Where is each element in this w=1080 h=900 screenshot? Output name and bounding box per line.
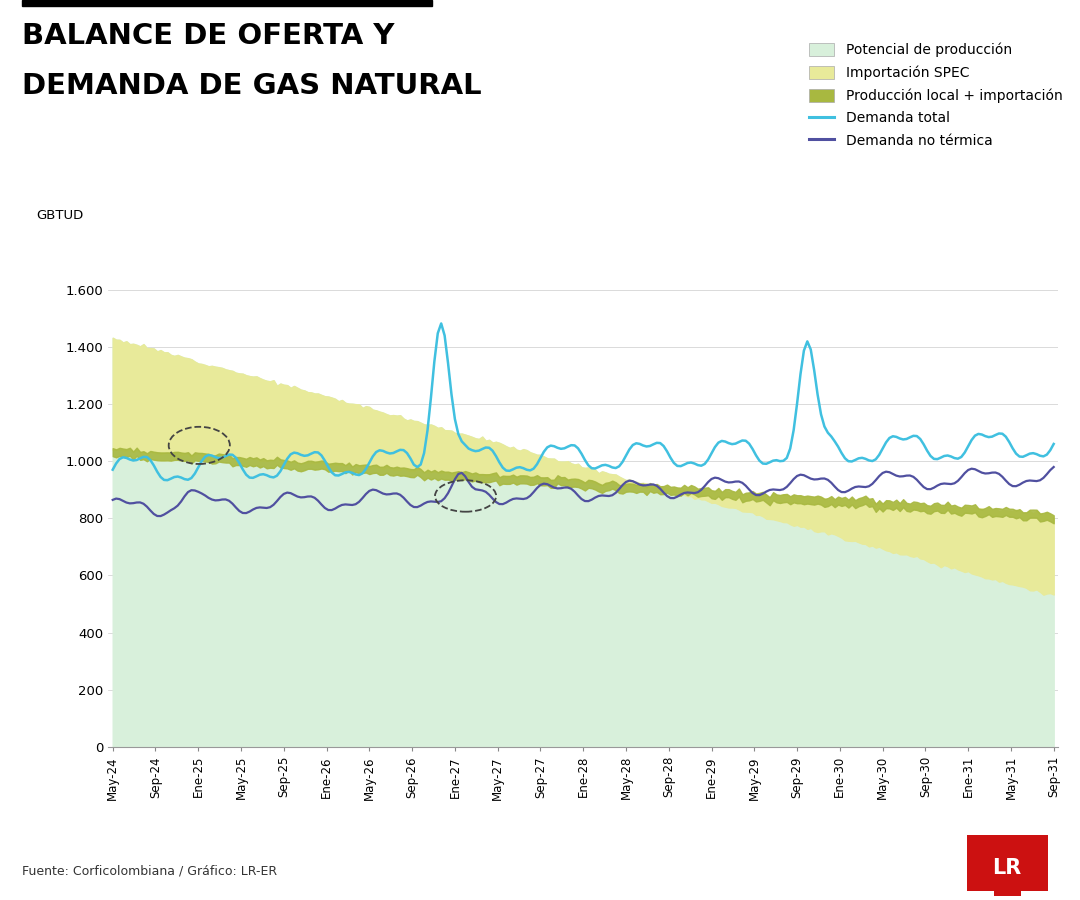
Text: LR: LR — [993, 858, 1022, 878]
Text: BALANCE DE OFERTA Y: BALANCE DE OFERTA Y — [22, 22, 394, 50]
Text: GBTUD: GBTUD — [37, 209, 84, 222]
Legend: Potencial de producción, Importación SPEC, Producción local + importación, Deman: Potencial de producción, Importación SPE… — [809, 43, 1063, 148]
Text: DEMANDA DE GAS NATURAL: DEMANDA DE GAS NATURAL — [22, 72, 482, 100]
Text: Fuente: Corficolombiana / Gráfico: LR-ER: Fuente: Corficolombiana / Gráfico: LR-ER — [22, 865, 276, 878]
